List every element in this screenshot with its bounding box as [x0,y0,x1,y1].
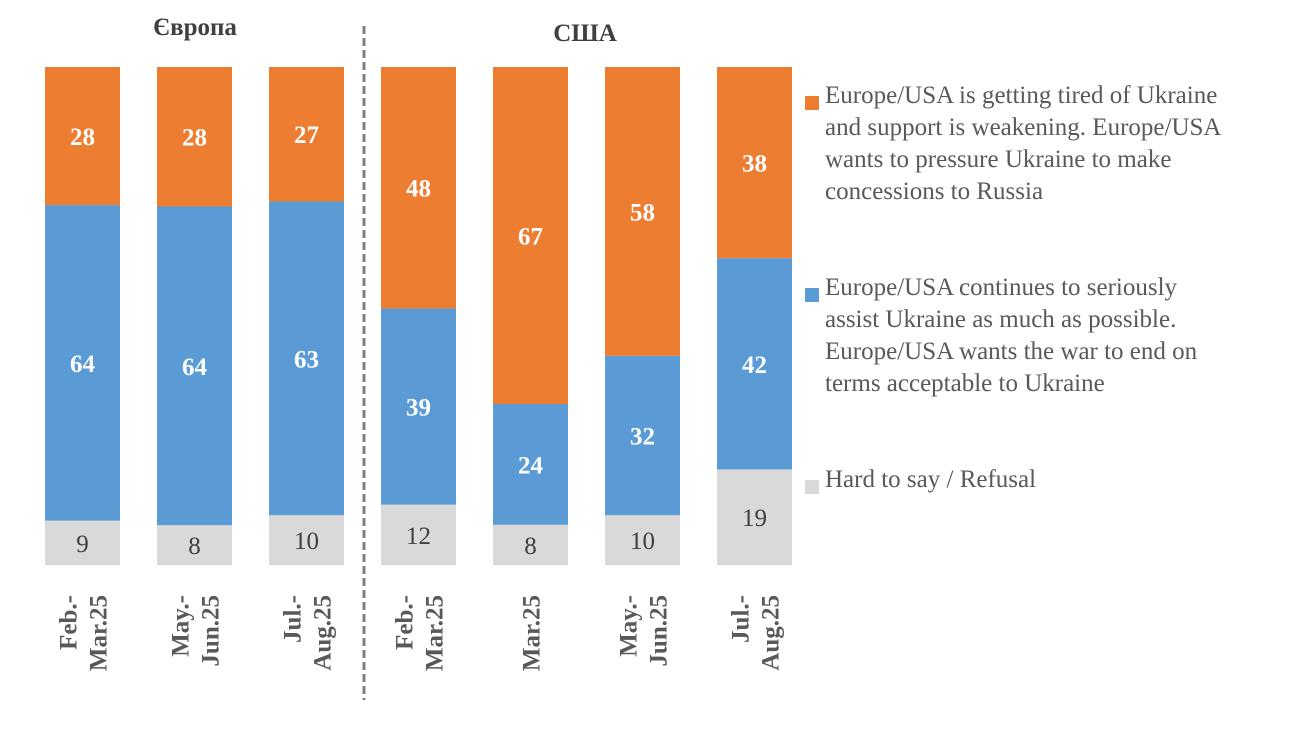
group-title-usa: США [553,20,617,47]
data-label-hard-to-say: 12 [406,523,431,550]
bar-segment-hard-to-say [493,524,568,565]
data-label-hard-to-say: 9 [76,531,89,558]
bar-segment-hard-to-say [381,504,456,565]
bar-segment-hard-to-say [45,520,120,565]
data-label-hard-to-say: 19 [742,505,767,532]
bar-segment-tired [45,67,120,206]
data-label-tired: 27 [294,122,319,149]
bar-segment-assist [605,355,680,516]
bar-segment-assist [45,205,120,521]
group-title-europe: Європа [153,14,237,41]
bar-segment-tired [493,67,568,405]
category-label: May.- Jun.25 [616,595,673,667]
bar-segment-assist [717,258,792,470]
data-label-tired: 38 [742,151,767,178]
data-label-tired: 48 [406,176,431,203]
bar-segment-assist [157,206,232,526]
category-label: Feb.- Mar.25 [56,595,113,671]
bar-segment-hard-to-say [717,469,792,565]
data-label-hard-to-say: 10 [294,528,319,555]
bar-segment-tired [381,67,456,309]
category-label: Feb.- Mar.25 [392,595,449,671]
data-label-assist: 39 [406,395,431,422]
data-label-assist: 64 [182,354,208,381]
data-label-tired: 28 [70,124,95,151]
bar-segment-assist [493,404,568,525]
category-label: Jul.- Aug.25 [728,595,785,671]
data-label-assist: 42 [742,352,767,379]
data-label-assist: 32 [630,424,655,451]
category-label: May.- Jun.25 [168,595,225,667]
legend-label-tired: Europe/USA is getting tired of Ukraine a… [825,82,1222,205]
data-label-hard-to-say: 8 [524,533,537,560]
bar-segment-hard-to-say [269,515,344,565]
bar-segment-tired [269,67,344,202]
bar-segment-tired [605,67,680,356]
category-label: Jul.- Aug.25 [280,595,337,671]
bar-segment-hard-to-say [605,515,680,565]
bar-segment-assist [269,201,344,516]
data-label-assist: 64 [70,351,96,378]
data-label-hard-to-say: 8 [188,533,201,560]
bar-segment-hard-to-say [157,525,232,565]
bar-segment-tired [717,67,792,259]
data-label-assist: 24 [518,452,544,479]
bar-segment-assist [381,308,456,505]
data-label-tired: 58 [630,199,655,226]
legend-label-hard-to-say: Hard to say / Refusal [825,466,1037,493]
legend-swatch-orange [805,96,819,110]
category-label: Mar.25 [519,595,546,671]
bar-segment-tired [157,67,232,207]
data-label-hard-to-say: 10 [630,528,655,555]
data-label-assist: 63 [294,346,319,373]
data-label-tired: 67 [518,224,543,251]
legend-swatch-gray [805,480,819,494]
legend-label-assist: Europe/USA continues to seriously assist… [825,274,1198,397]
data-label-tired: 28 [182,125,207,152]
legend-swatch-blue [805,288,819,302]
